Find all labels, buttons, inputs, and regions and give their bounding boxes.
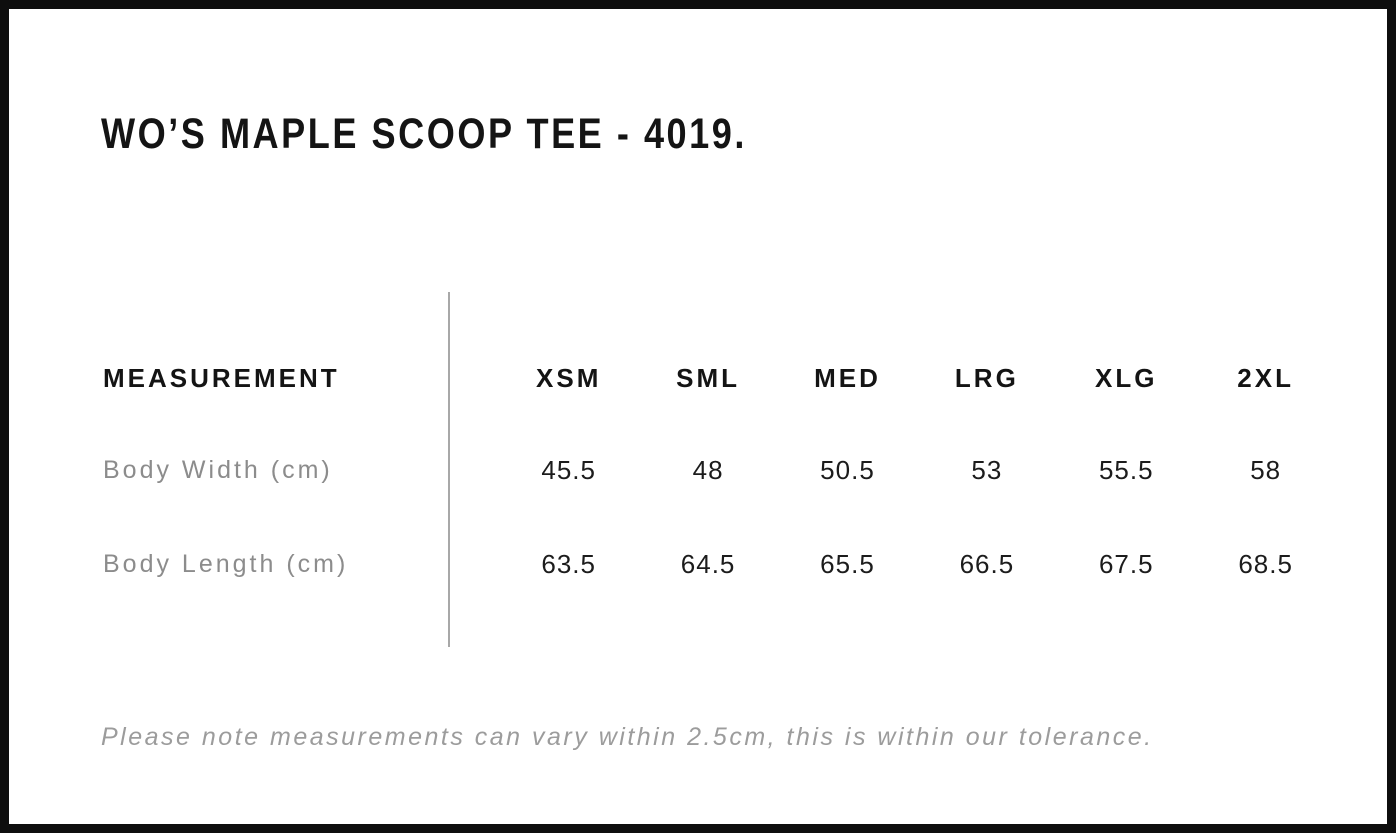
body-width-2xl: 58: [1250, 454, 1282, 485]
body-width-xsm: 45.5: [541, 454, 596, 485]
body-width-xlg: 55.5: [1098, 454, 1154, 485]
body-length-med: 65.5: [820, 548, 875, 579]
row-label-body-width: Body Width (cm): [103, 455, 333, 484]
body-length-2xl: 68.5: [1238, 548, 1293, 579]
tolerance-note: Please note measurements can vary within…: [101, 723, 1154, 751]
body-length-xsm: 63.5: [541, 548, 596, 579]
column-header-med: MED: [814, 362, 881, 393]
body-length-sml: 64.5: [680, 548, 736, 579]
column-header-sml: SML: [676, 362, 741, 393]
column-header-measurement: MEASUREMENT: [103, 362, 340, 393]
table-row-body-length: Body Length (cm) 63.5 64.5 65.5 66.5 67.…: [103, 547, 1335, 581]
row-label-body-length: Body Length (cm): [103, 549, 349, 578]
table-header-row: MEASUREMENT XSM SML MED LRG XLG 2XL: [103, 361, 1335, 395]
body-width-sml: 48: [692, 454, 724, 485]
page-title: WO’S MAPLE SCOOP TEE - 4019.: [101, 110, 747, 158]
body-width-lrg: 53: [971, 454, 1003, 485]
table-row-body-width: Body Width (cm) 45.5 48 50.5 53 55.5 58: [103, 453, 1335, 487]
column-header-xsm: XSM: [536, 362, 602, 393]
table-divider-line: [448, 292, 450, 647]
body-length-xlg: 67.5: [1098, 548, 1154, 579]
column-header-lrg: LRG: [954, 362, 1019, 393]
body-length-lrg: 66.5: [959, 548, 1015, 579]
column-header-2xl: 2XL: [1237, 362, 1294, 393]
body-width-med: 50.5: [820, 454, 875, 485]
column-header-xlg: XLG: [1095, 362, 1158, 393]
